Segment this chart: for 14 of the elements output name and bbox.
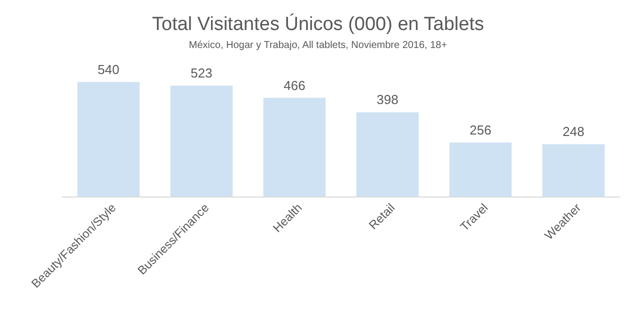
data-label: 466 xyxy=(284,78,306,93)
data-label: 248 xyxy=(562,124,584,140)
bar xyxy=(542,144,605,197)
bar xyxy=(263,98,326,197)
bar xyxy=(449,142,512,197)
data-label: 256 xyxy=(470,122,492,138)
bar xyxy=(77,82,140,197)
data-label: 540 xyxy=(98,62,120,77)
chart-subtitle: México, Hogar y Trabajo, All tablets, Noviembre 2016, 18+ xyxy=(188,40,448,51)
data-label: 523 xyxy=(190,66,212,81)
data-label: 398 xyxy=(376,92,398,108)
chart-title: Total Visitantes Únicos (000) en Tablets xyxy=(152,13,484,35)
bar xyxy=(356,112,419,197)
bar xyxy=(170,86,233,197)
